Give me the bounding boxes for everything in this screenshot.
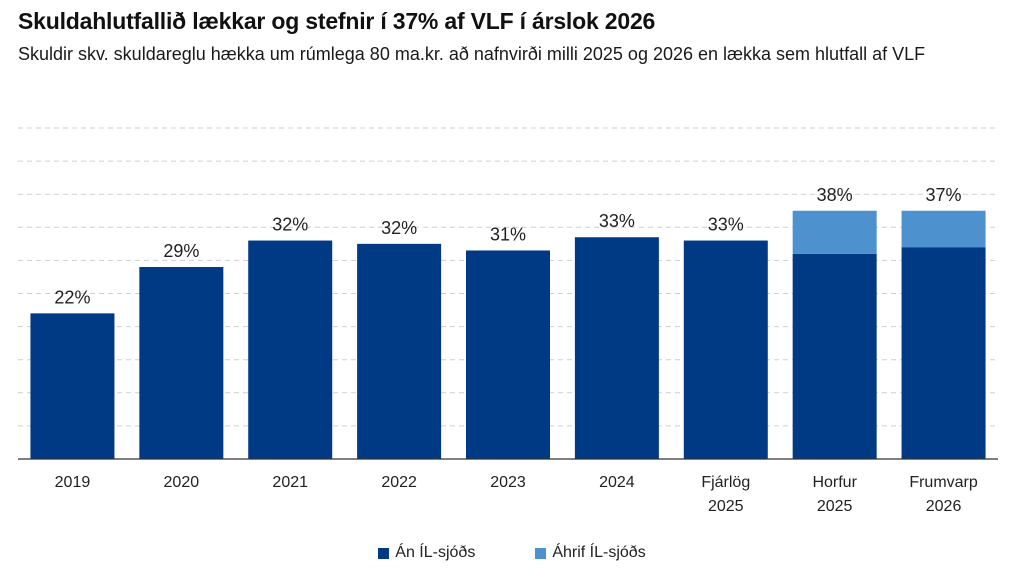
x-tick-label: 2024 xyxy=(599,474,635,491)
data-label: 32% xyxy=(381,218,417,238)
x-tick-label: 2023 xyxy=(490,474,526,491)
data-label: 32% xyxy=(272,215,308,235)
x-tick-label: Frumvarp xyxy=(909,474,978,491)
x-tick-label: 2022 xyxy=(381,474,417,491)
legend: Án ÍL-sjóðs Áhrif ÍL-sjóðs xyxy=(0,544,1024,562)
bar-segment-base xyxy=(683,240,768,459)
x-tick-label: 2025 xyxy=(708,498,744,515)
x-tick-label: 2020 xyxy=(164,474,200,491)
bar-segment-base xyxy=(466,250,550,459)
legend-swatch-base xyxy=(378,547,390,559)
legend-item-effect: Áhrif ÍL-sjóðs xyxy=(535,544,646,562)
x-tick-label: 2026 xyxy=(926,498,962,515)
legend-label-effect: Áhrif ÍL-sjóðs xyxy=(552,544,646,561)
bar-segment-base xyxy=(139,267,224,459)
bar-segment-base xyxy=(792,253,877,459)
data-label: 22% xyxy=(54,287,90,307)
bar-segment-base xyxy=(901,247,986,459)
legend-item-base: Án ÍL-sjóðs xyxy=(378,544,475,562)
x-tick-label: Fjárlög xyxy=(701,474,750,491)
legend-swatch-effect xyxy=(535,547,547,559)
bar-segment-base xyxy=(248,240,333,459)
bar-chart: 22% 29% 32% 32% 31% 33% 33% 38% 37% 2019 2020 2021… xyxy=(18,127,998,515)
data-label: 31% xyxy=(490,224,526,244)
data-label: 37% xyxy=(926,185,962,205)
data-label: 33% xyxy=(599,211,635,231)
bar-segment-base xyxy=(574,237,659,459)
data-label: 29% xyxy=(163,241,199,261)
data-label: 38% xyxy=(817,185,853,205)
bars xyxy=(30,210,986,459)
x-tick-label: Horfur xyxy=(812,474,857,491)
bar-segment-base xyxy=(30,313,115,459)
chart-subtitle: Skuldir skv. skuldareglu hækka um rúmleg… xyxy=(18,44,926,64)
data-labels: 22% 29% 32% 32% 31% 33% 33% 38% 37% xyxy=(54,185,961,308)
x-tick-label: 2019 xyxy=(55,474,91,491)
legend-label-base: Án ÍL-sjóðs xyxy=(395,544,476,561)
chart-title: Skuldahlutfallið lækkar og stefnir í 37%… xyxy=(18,8,656,34)
x-tick-label: 2025 xyxy=(817,498,853,515)
bar-segment-effect xyxy=(792,210,877,254)
x-axis-tick-labels: 2019 2020 2021 2022 2023 2024 Fjárlög 2025 Horfu… xyxy=(55,474,978,515)
x-tick-label: 2021 xyxy=(272,474,308,491)
bar-segment-effect xyxy=(901,210,986,248)
data-label: 33% xyxy=(708,215,744,235)
bar-segment-base xyxy=(357,243,442,459)
